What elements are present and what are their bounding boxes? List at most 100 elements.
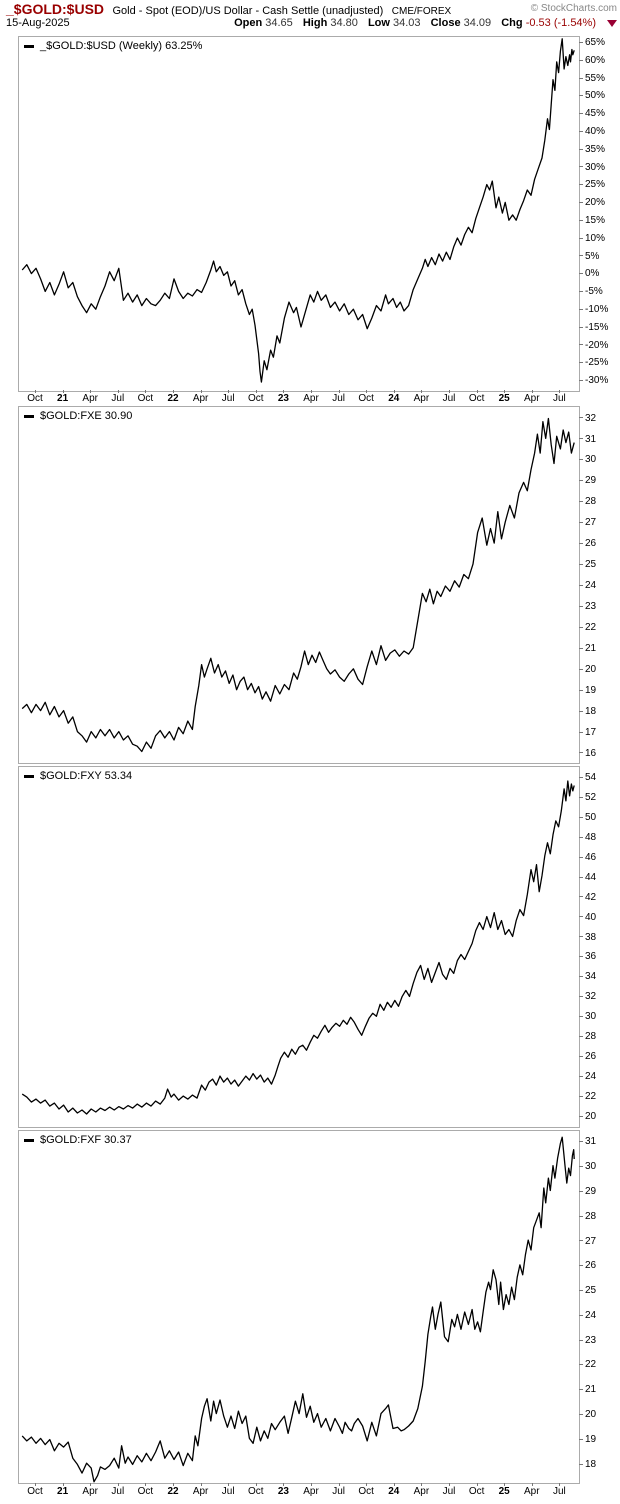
x-tick-mark [228, 390, 230, 393]
y-tick-label: 10% [579, 233, 605, 245]
y-tick-label: 50 [579, 812, 596, 824]
plot-area-gold-fxf: $GOLD:FXF 30.37 [18, 1130, 580, 1484]
y-tick-label: 35% [579, 144, 605, 156]
quote-date: 15-Aug-2025 [6, 17, 70, 29]
x-tick-mark [311, 1483, 312, 1486]
y-tick-label: 24 [579, 580, 596, 592]
legend-line-swatch [24, 1138, 34, 1142]
x-tick-label: Apr [82, 1486, 98, 1497]
y-tick-label: 21 [579, 643, 596, 655]
high-label: High [302, 17, 328, 29]
price-line-gold-usd-percent [21, 38, 575, 383]
x-tick-mark [35, 390, 36, 393]
header-title-row: _$GOLD:$USD Gold - Spot (EOD)/US Dollar … [6, 1, 616, 19]
open-value: 34.65 [265, 17, 293, 29]
x-tick-label: 21 [57, 393, 69, 404]
y-tick-label: 28 [579, 1031, 596, 1043]
y-tick-label: 40% [579, 126, 605, 138]
chart-panel-gold-fxe: $GOLD:FXE 30.90 32 31 30 29 28 27 26 25 24 23 22 21… [0, 406, 620, 764]
y-axis-gold-fxf: 31 30 29 28 27 26 25 24 23 22 21 20 19 18 [579, 1130, 620, 1482]
x-tick-label: Jul [111, 1486, 125, 1497]
x-tick-mark [62, 390, 64, 393]
x-tick-label: Apr [413, 393, 430, 404]
y-tick-label: 28 [579, 1211, 596, 1223]
x-tick-mark [393, 390, 395, 393]
symbol-description: Gold - Spot (EOD)/US Dollar - Cash Settl… [112, 5, 384, 17]
x-tick-label: Apr [413, 1486, 430, 1497]
x-tick-mark [449, 1483, 450, 1486]
legend-label: $GOLD:FXF 30.37 [40, 1134, 132, 1146]
y-tick-label: 25 [579, 1285, 596, 1297]
y-tick-label: 45% [579, 108, 605, 120]
x-tick-label: 22 [167, 393, 179, 404]
x-tick-label: Oct [468, 393, 485, 404]
chart-panel-gold-fxf: $GOLD:FXF 30.37 31 30 29 28 27 26 25 24 23 22 21 20… [0, 1130, 620, 1484]
high-value: 34.80 [330, 17, 358, 29]
x-tick-mark [283, 390, 285, 393]
x-tick-label: Oct [27, 393, 43, 404]
x-tick-mark [228, 1483, 230, 1486]
x-tick-mark [200, 1483, 202, 1486]
y-tick-label: 42 [579, 892, 596, 904]
price-line-gold-fxe [21, 417, 575, 753]
x-tick-mark [476, 390, 478, 393]
x-tick-mark [145, 1483, 147, 1486]
x-tick-mark [255, 390, 257, 393]
legend-label: $GOLD:FXY 53.34 [40, 770, 133, 782]
x-tick-mark [117, 1483, 119, 1486]
y-tick-label: 40 [579, 912, 596, 924]
legend-gold-fxf: $GOLD:FXF 30.37 [24, 1134, 132, 1146]
y-tick-label: 23 [579, 1335, 596, 1347]
chart-panel-gold-usd: _$GOLD:$USD (Weekly) 63.25% 65% 60% 55% 50%… [0, 36, 620, 392]
y-tick-label: 20 [579, 1111, 596, 1123]
x-tick-label: 23 [277, 393, 289, 404]
x-tick-mark [255, 1483, 257, 1486]
chart-header: _$GOLD:$USD Gold - Spot (EOD)/US Dollar … [0, 0, 620, 34]
x-tick-mark [504, 390, 506, 393]
x-tick-label: 24 [388, 393, 400, 404]
y-tick-label: 36 [579, 951, 596, 963]
y-tick-label: 60% [579, 55, 605, 67]
x-tick-mark [559, 1483, 561, 1486]
legend-gold-fxy: $GOLD:FXY 53.34 [24, 770, 132, 782]
y-tick-label: 18 [579, 706, 596, 718]
x-tick-mark [90, 390, 92, 393]
y-tick-label: 25 [579, 559, 596, 571]
x-tick-mark [338, 390, 340, 393]
close-value: 34.09 [463, 17, 492, 29]
legend-gold-fxe: $GOLD:FXE 30.90 [24, 410, 132, 422]
chart-panel-gold-fxy: $GOLD:FXY 53.34 54 52 50 48 46 44 42 40 38 36 34 32… [0, 766, 620, 1128]
x-tick-label: Jul [221, 1486, 235, 1497]
y-tick-label: 65% [579, 37, 605, 49]
ohlc-quote-row: Open 34.65 High 34.80 Low 34.03 Close 34… [234, 17, 617, 29]
x-tick-mark [421, 1483, 423, 1486]
chg-value: -0.53 (-1.54%) [525, 17, 596, 29]
y-tick-label: 30 [579, 1161, 596, 1173]
x-tick-label: Jul [552, 393, 566, 404]
x-tick-label: Apr [303, 393, 319, 404]
y-tick-label: 26 [579, 538, 596, 550]
y-tick-label: -5% [579, 286, 603, 298]
y-axis-gold-fxe: 32 31 30 29 28 27 26 25 24 23 22 21 20 19 18 17 16 [579, 406, 620, 762]
x-tick-mark [559, 390, 561, 393]
x-tick-label: 25 [498, 1486, 510, 1497]
y-tick-label: 32 [579, 991, 596, 1003]
y-tick-label: 20% [579, 197, 605, 209]
price-line-gold-fxf [21, 1136, 575, 1483]
y-axis-gold-usd: 65% 60% 55% 50% 45% 40% 35% 30% 25% 20% 15% 10% 5% 0%… [579, 36, 620, 390]
open-label: Open [234, 17, 263, 29]
x-tick-mark [393, 1483, 395, 1486]
x-tick-label: Apr [524, 1486, 540, 1497]
y-tick-label: 23 [579, 601, 596, 613]
y-tick-label: 5% [579, 251, 599, 263]
x-tick-label: Jul [221, 393, 235, 404]
x-tick-label: Jul [442, 393, 456, 404]
y-tick-label: 52 [579, 792, 596, 804]
y-tick-label: 31 [579, 1136, 596, 1148]
x-tick-mark [531, 1483, 533, 1486]
y-tick-label: 26 [579, 1260, 596, 1272]
x-tick-mark [200, 390, 202, 393]
low-value: 34.03 [393, 17, 421, 29]
y-tick-label: 18 [579, 1459, 596, 1471]
